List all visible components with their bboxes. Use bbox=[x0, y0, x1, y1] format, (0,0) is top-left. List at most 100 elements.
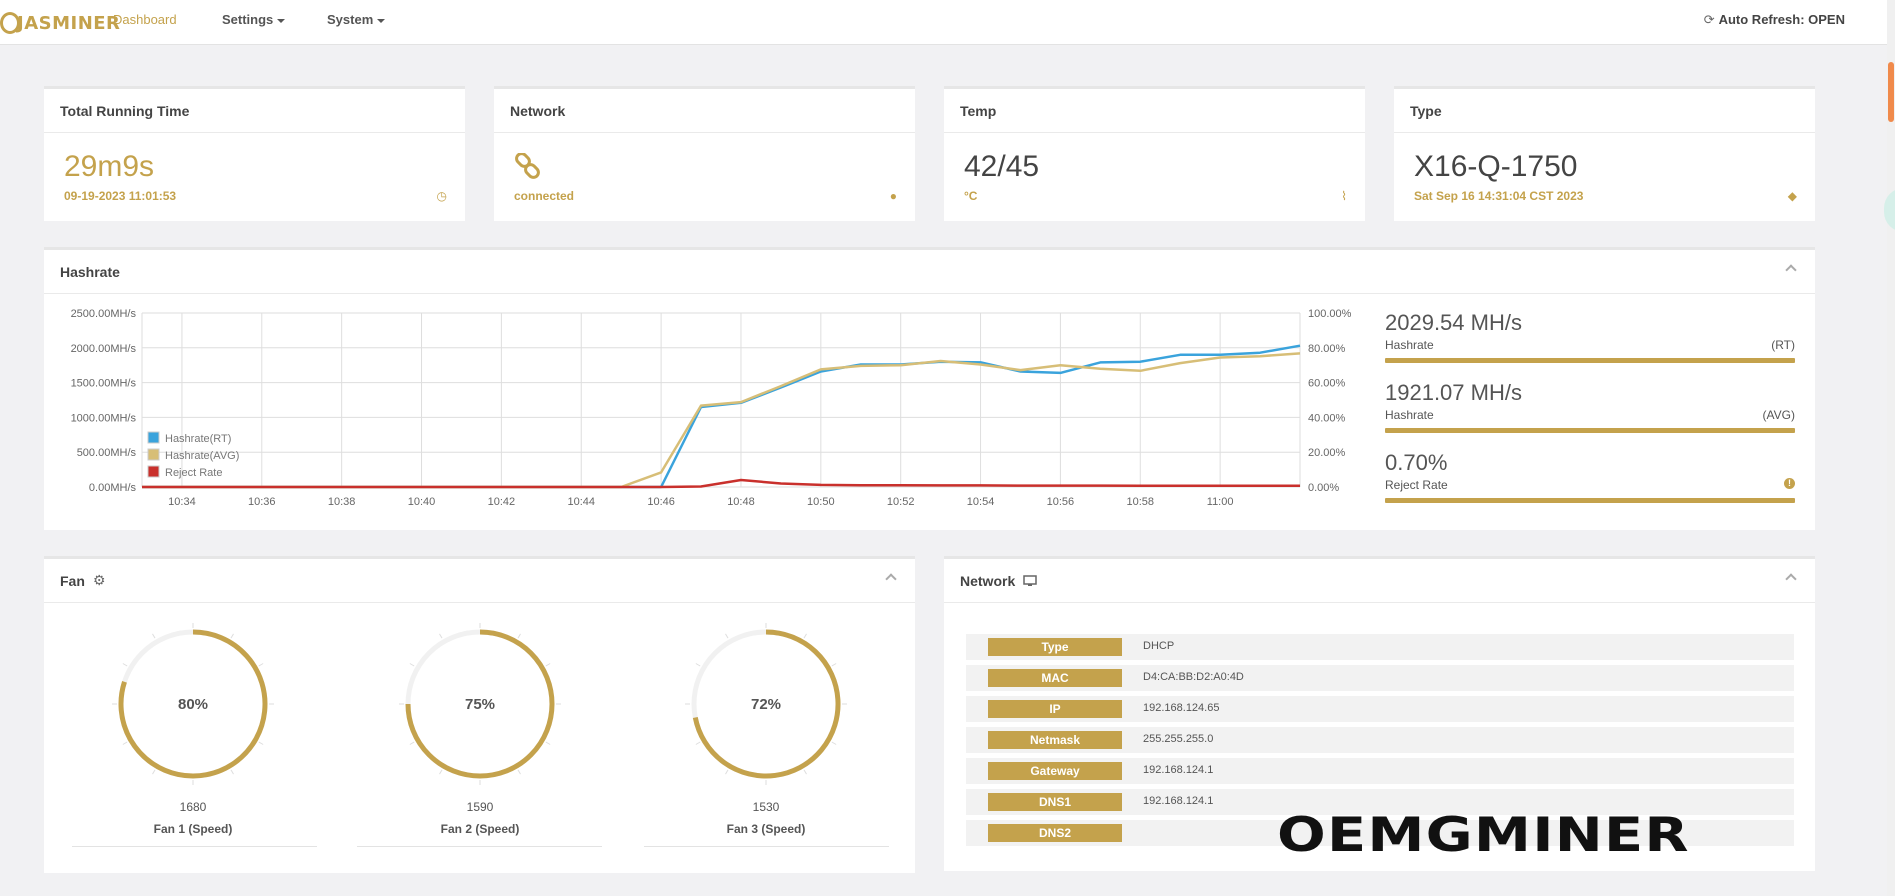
network-row-ip: IP 192.168.124.65 bbox=[966, 696, 1794, 722]
hashrate-avg-stat: 1921.07 MH/s Hashrate (AVG) bbox=[1385, 380, 1795, 433]
fan-3-speed: 1530 bbox=[752, 800, 780, 814]
hashrate-rt-tag: (RT) bbox=[1771, 338, 1795, 352]
network-value: 192.168.124.1 bbox=[1143, 764, 1214, 776]
reject-rate-stat: 0.70% Reject Rate! bbox=[1385, 450, 1795, 503]
hashrate-rt-stat: 2029.54 MH/s Hashrate (RT) bbox=[1385, 310, 1795, 363]
globe-icon: ● bbox=[889, 189, 897, 203]
legend-swatch bbox=[147, 448, 160, 461]
tags-icon: ◆ bbox=[1787, 189, 1797, 203]
gear-icon[interactable]: ⚙ bbox=[92, 572, 106, 588]
nav-system[interactable]: System bbox=[327, 12, 386, 27]
page-scrollbar[interactable] bbox=[1887, 0, 1895, 896]
gauge-tick bbox=[439, 769, 443, 775]
x-tick-label: 10:34 bbox=[168, 496, 196, 508]
x-tick-label: 11:00 bbox=[1207, 496, 1234, 508]
hashrate-avg-bar bbox=[1385, 428, 1795, 433]
hashrate-avg-label: Hashrate bbox=[1385, 408, 1434, 422]
network-key: DNS1 bbox=[988, 793, 1122, 811]
legend-swatch bbox=[147, 431, 160, 444]
network-value: 192.168.124.65 bbox=[1143, 702, 1220, 714]
running-time-card: Total Running Time 29m9s 09-19-2023 11:0… bbox=[44, 86, 465, 221]
chevron-down-icon bbox=[377, 18, 386, 23]
logo-mark-icon bbox=[0, 12, 20, 34]
side-widget-tab[interactable] bbox=[1884, 188, 1895, 232]
network-key: IP bbox=[988, 700, 1122, 718]
network-key: MAC bbox=[988, 669, 1122, 687]
y2-tick-label: 20.00% bbox=[1308, 447, 1346, 459]
temp-card: Temp 42/45 °C ⌇ bbox=[944, 86, 1365, 221]
gauge-tick bbox=[695, 741, 701, 745]
nav-dashboard[interactable]: Dashboard bbox=[113, 12, 177, 27]
network-panel-title: Network bbox=[960, 572, 1016, 589]
x-tick-label: 10:46 bbox=[647, 496, 675, 508]
gauge-tick bbox=[439, 633, 443, 639]
gauge-tick bbox=[122, 663, 128, 667]
gauge-tick bbox=[152, 633, 156, 639]
chevron-down-icon bbox=[277, 18, 286, 23]
gauge-tick bbox=[803, 769, 807, 775]
running-time-date: 09-19-2023 11:01:53 bbox=[64, 189, 177, 203]
gauge-tick bbox=[545, 663, 551, 667]
y2-tick-label: 60.00% bbox=[1308, 378, 1346, 390]
network-row-mac: MAC D4:CA:BB:D2:A0:4D bbox=[966, 665, 1794, 691]
firmware-date: Sat Sep 16 14:31:04 CST 2023 bbox=[1414, 189, 1584, 203]
nav-settings[interactable]: Settings bbox=[222, 12, 286, 27]
y2-tick-label: 80.00% bbox=[1308, 343, 1346, 355]
network-row-dns1: DNS1 192.168.124.1 bbox=[966, 789, 1794, 815]
network-value: D4:CA:BB:D2:A0:4D bbox=[1143, 671, 1244, 683]
network-key: Gateway bbox=[988, 762, 1122, 780]
network-key: Netmask bbox=[988, 731, 1122, 749]
hashrate-rt-label: Hashrate bbox=[1385, 338, 1434, 352]
fan-percent: 72% bbox=[751, 696, 781, 713]
hashrate-avg-value: 1921.07 MH/s bbox=[1385, 380, 1522, 405]
legend-label: Hashrate(AVG) bbox=[165, 450, 239, 462]
network-key: DNS2 bbox=[988, 824, 1122, 842]
gauge-tick bbox=[258, 663, 264, 667]
network-key: Type bbox=[988, 638, 1122, 656]
logo-text: JASMINER bbox=[17, 12, 121, 34]
link-icon bbox=[515, 153, 540, 179]
auto-refresh-label: Auto Refresh: OPEN bbox=[1718, 12, 1845, 27]
network-row-type: Type DHCP bbox=[966, 634, 1794, 660]
gauge-tick bbox=[230, 769, 234, 775]
legend-swatch bbox=[147, 465, 160, 478]
nav-system-label: System bbox=[327, 12, 374, 27]
desktop-icon bbox=[1023, 574, 1037, 586]
reject-rate-value: 0.70% bbox=[1385, 450, 1448, 475]
y-tick-label: 2000.00MH/s bbox=[71, 343, 137, 355]
gauge-tick bbox=[545, 741, 551, 745]
divider bbox=[644, 846, 889, 847]
gauge-tick bbox=[409, 663, 415, 667]
nav-settings-label: Settings bbox=[222, 12, 274, 27]
network-value: 255.255.255.0 bbox=[1143, 733, 1214, 745]
x-tick-label: 10:56 bbox=[1047, 496, 1075, 508]
card-title: Total Running Time bbox=[44, 89, 465, 133]
gauge-tick bbox=[831, 663, 837, 667]
x-tick-label: 10:48 bbox=[727, 496, 755, 508]
miner-type-value: X16-Q-1750 bbox=[1414, 150, 1578, 183]
series-line bbox=[142, 478, 1300, 489]
y-tick-label: 1000.00MH/s bbox=[71, 412, 137, 424]
gauge-tick bbox=[725, 769, 729, 775]
brand-logo[interactable]: JASMINER bbox=[0, 8, 120, 38]
hashrate-panel: Hashrate bbox=[44, 247, 1815, 530]
hashrate-avg-tag: (AVG) bbox=[1762, 408, 1795, 422]
gauge-arc bbox=[692, 629, 841, 779]
legend-label: Reject Rate bbox=[165, 467, 222, 479]
gauge-arc bbox=[118, 629, 268, 779]
divider bbox=[357, 846, 602, 847]
x-tick-label: 10:40 bbox=[408, 496, 436, 508]
card-title: Type bbox=[1394, 89, 1815, 133]
fan-percent: 80% bbox=[178, 696, 208, 713]
fan-1-label: Fan 1 (Speed) bbox=[153, 822, 233, 836]
temp-unit: °C bbox=[964, 189, 978, 203]
network-row-dns2: DNS2 bbox=[966, 820, 1794, 846]
reject-rate-bar bbox=[1385, 498, 1795, 503]
gauge-tick bbox=[517, 633, 521, 639]
reject-rate-label: Reject Rate bbox=[1385, 478, 1448, 492]
x-tick-label: 10:44 bbox=[567, 496, 595, 508]
scrollbar-thumb[interactable] bbox=[1888, 62, 1894, 122]
auto-refresh-toggle[interactable]: ⟳ Auto Refresh: OPEN bbox=[1704, 12, 1845, 28]
card-title: Network bbox=[494, 89, 915, 133]
fan-percent: 75% bbox=[465, 696, 495, 713]
